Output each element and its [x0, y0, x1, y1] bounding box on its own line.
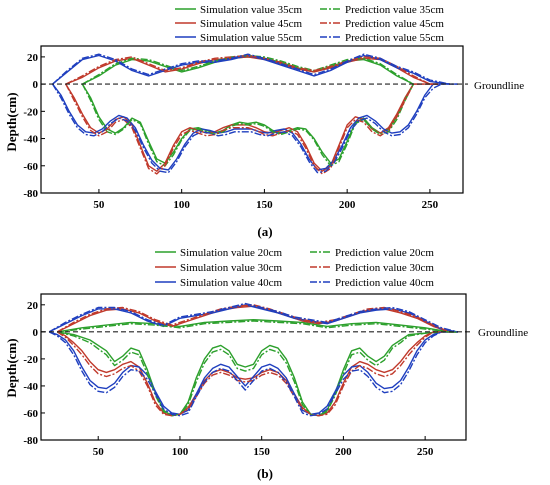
plot-area — [41, 53, 468, 175]
legend-item: Simulation value 40cm — [155, 277, 282, 289]
plot-area — [41, 302, 471, 417]
legend-item: Prediction value 35cm — [320, 4, 444, 16]
legend-b: Simulation value 20cm Simulation value 3… — [155, 247, 434, 289]
y-tick-label: -60 — [23, 408, 38, 420]
legend-item: Simulation value 20cm — [155, 247, 282, 259]
series-line — [57, 319, 458, 333]
series-line — [52, 53, 458, 85]
series-line — [57, 331, 458, 417]
y-tick-label: -60 — [23, 161, 38, 173]
series-line — [48, 331, 458, 415]
y-tick-label: 0 — [33, 327, 39, 339]
x-tick-label: 50 — [93, 446, 105, 458]
series-line — [48, 302, 458, 333]
y-tick-label: 20 — [27, 52, 39, 64]
y-axis-label: Depth(cm) — [4, 338, 19, 397]
legend-item: Simulation value 55cm — [175, 32, 302, 44]
legend-label: Simulation value 40cm — [180, 277, 282, 289]
panel-label: (b) — [257, 466, 273, 481]
y-tick-label: -20 — [23, 354, 38, 366]
y-tick-label: -40 — [23, 381, 38, 393]
y-tick-label: -80 — [23, 435, 38, 447]
panel-label: (a) — [257, 224, 272, 239]
legend-item: Prediction value 40cm — [310, 277, 434, 289]
x-tick-label: 250 — [417, 446, 434, 458]
groundline-label: Groundline — [478, 327, 528, 339]
legend-item: Simulation value 45cm — [175, 18, 302, 30]
series-line — [48, 331, 458, 417]
y-tick-label: -20 — [23, 106, 38, 118]
series-line — [65, 83, 439, 175]
legend-label: Simulation value 20cm — [180, 247, 282, 259]
legend-label: Prediction value 30cm — [335, 262, 434, 274]
legend-item: Prediction value 20cm — [310, 247, 434, 259]
y-tick-label: 20 — [27, 300, 39, 312]
series-line — [57, 320, 458, 333]
legend-item: Prediction value 30cm — [310, 262, 434, 274]
x-tick-label: 150 — [256, 199, 273, 211]
legend-label: Prediction value 35cm — [345, 4, 444, 16]
x-tick-label: 100 — [173, 199, 190, 211]
x-tick-label: 150 — [253, 446, 270, 458]
series-line — [56, 331, 458, 417]
legend-item: Prediction value 55cm — [320, 32, 444, 44]
legend-label: Simulation value 30cm — [180, 262, 282, 274]
legend-label: Simulation value 45cm — [200, 18, 302, 30]
legend-label: Simulation value 35cm — [200, 4, 302, 16]
x-tick-label: 100 — [172, 446, 189, 458]
x-tick-label: 200 — [335, 446, 352, 458]
groundline-label: Groundline — [474, 80, 524, 92]
legend-label: Simulation value 55cm — [200, 32, 302, 44]
legend-label: Prediction value 55cm — [345, 32, 444, 44]
x-tick-label: 200 — [339, 199, 356, 211]
legend-label: Prediction value 40cm — [335, 277, 434, 289]
legend-label: Prediction value 20cm — [335, 247, 434, 259]
panel-a: Simulation value 35cm Simulation value 4… — [4, 4, 524, 239]
series-line — [52, 83, 458, 174]
x-tick-label: 250 — [422, 199, 439, 211]
legend-item: Prediction value 45cm — [320, 18, 444, 30]
legend-item: Simulation value 35cm — [175, 4, 302, 16]
legend-item: Simulation value 30cm — [155, 262, 282, 274]
series-line — [57, 331, 458, 417]
y-axis-label: Depth(cm) — [4, 92, 19, 151]
legend-label: Prediction value 45cm — [345, 18, 444, 30]
y-tick-label: -80 — [23, 188, 38, 200]
series-line — [52, 54, 450, 85]
axes-frame — [40, 293, 467, 441]
axes-frame — [40, 45, 464, 194]
x-tick-label: 50 — [93, 199, 105, 211]
y-tick-label: 0 — [33, 79, 39, 91]
legend-a: Simulation value 35cm Simulation value 4… — [175, 4, 444, 44]
panel-b: Simulation value 20cm Simulation value 3… — [4, 247, 528, 481]
series-line — [56, 331, 458, 417]
y-tick-label: -40 — [23, 134, 38, 146]
